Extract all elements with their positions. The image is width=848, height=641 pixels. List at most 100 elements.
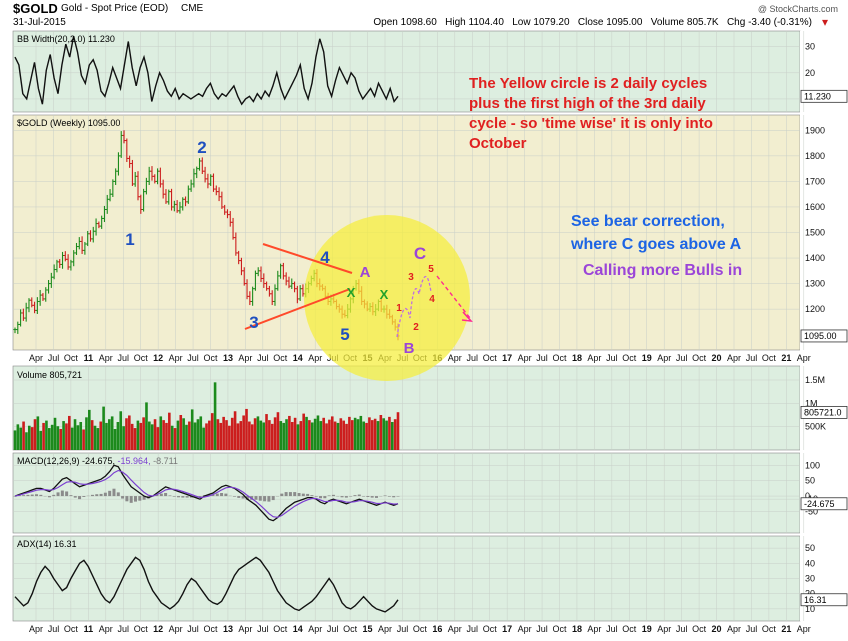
volume-bar xyxy=(317,415,320,450)
volume-bar xyxy=(157,427,160,450)
note-yellow-circle-line: cycle - so 'time wise' it is only into xyxy=(469,115,713,132)
volume-bar xyxy=(262,422,265,450)
x-tick-price: Apr xyxy=(169,353,183,363)
volume-bar xyxy=(171,426,174,450)
volume-bar xyxy=(314,419,317,450)
volume-bar xyxy=(82,429,85,450)
x-tick-price: Oct xyxy=(622,353,637,363)
volume-bar xyxy=(174,428,177,450)
volume-bar xyxy=(288,416,291,450)
last-value-price: 1095.00 xyxy=(804,331,837,341)
y-tick-price: 1900 xyxy=(805,125,825,135)
macd-histogram-bar xyxy=(323,496,326,498)
chart-date: 31-Jul-2015 xyxy=(13,17,66,28)
low-value: 1079.20 xyxy=(533,17,569,28)
x-tick-bottom: 16 xyxy=(432,624,442,634)
volume-bar xyxy=(222,417,225,450)
volume-bar xyxy=(265,414,268,450)
volume-bar xyxy=(251,424,254,450)
wave-label: C xyxy=(414,244,426,263)
x-tick-bottom: 21 xyxy=(781,624,791,634)
x-tick-bottom: Oct xyxy=(203,624,218,634)
x-tick-bottom: Jul xyxy=(187,624,199,634)
high-value: 1104.40 xyxy=(469,17,504,28)
volume-bar xyxy=(297,424,300,450)
volume-bar xyxy=(202,428,205,450)
x-tick-price: Oct xyxy=(552,353,567,363)
macd-histogram-bar xyxy=(220,493,223,496)
volume-bar xyxy=(260,421,263,450)
daily-cycle-label: 4 xyxy=(429,294,435,305)
x-tick-bottom: Oct xyxy=(692,624,707,634)
macd-histogram-bar xyxy=(130,496,133,503)
volume-bar xyxy=(131,424,134,450)
macd-histogram-bar xyxy=(95,494,98,496)
macd-histogram-bar xyxy=(306,494,309,496)
volume-bar xyxy=(348,417,351,450)
macd-histogram-bar xyxy=(267,496,270,502)
x-tick-price: Apr xyxy=(308,353,322,363)
volume-bar xyxy=(128,415,131,450)
x-tick-bottom: Apr xyxy=(169,624,183,634)
macd-histogram-bar xyxy=(224,494,227,496)
x-tick-bottom: Jul xyxy=(466,624,478,634)
volume-bar xyxy=(28,426,31,450)
x-tick-price: Jul xyxy=(257,353,269,363)
volume-bar xyxy=(85,417,88,450)
symbol-label: $GOLD xyxy=(13,1,58,16)
macd-histogram-bar xyxy=(280,494,283,496)
volume-bar xyxy=(257,416,260,450)
right-axis-column xyxy=(800,31,848,621)
x-tick-bottom: Jul xyxy=(536,624,548,634)
y-tick-price: 1400 xyxy=(805,253,825,263)
note-yellow-circle-line: The Yellow circle is 2 daily cycles xyxy=(469,75,707,92)
x-tick-price: Apr xyxy=(518,353,532,363)
x-tick-price: Jul xyxy=(746,353,758,363)
volume-bar xyxy=(397,412,400,450)
close-value: 1095.00 xyxy=(606,17,642,28)
volume-bar xyxy=(145,402,148,450)
volume-bar xyxy=(362,422,365,450)
x-tick-bottom: 18 xyxy=(572,624,582,634)
x-tick-bottom: 13 xyxy=(223,624,233,634)
x-tick-price: Apr xyxy=(238,353,252,363)
volume-bar xyxy=(188,422,191,450)
volume-bar xyxy=(254,418,257,450)
x-tick-bottom: 17 xyxy=(502,624,512,634)
x-tick-bottom: 15 xyxy=(363,624,373,634)
x-tick-bottom: Oct xyxy=(762,624,777,634)
wave-label: 5 xyxy=(340,325,349,344)
x-tick-price: 13 xyxy=(223,353,233,363)
volume-bar xyxy=(365,423,368,450)
macd-histogram-bar xyxy=(52,495,55,496)
x-tick-price: Apr xyxy=(587,353,601,363)
macd-histogram-bar xyxy=(100,494,103,496)
macd-histogram-bar xyxy=(345,496,348,498)
y-tick-price: 1200 xyxy=(805,304,825,314)
macd-histogram-bar xyxy=(371,496,374,498)
y-tick-bb: 30 xyxy=(805,42,815,52)
x-tick-bottom: Jul xyxy=(257,624,269,634)
x-tick-price: Jul xyxy=(606,353,618,363)
volume-bar xyxy=(211,413,214,450)
macd-legend-hist: -8.711 xyxy=(153,456,178,466)
daily-cycle-label: 3 xyxy=(408,272,414,283)
volume-bar xyxy=(271,424,274,450)
volume-bar xyxy=(291,422,294,450)
x-tick-bottom: Apr xyxy=(657,624,671,634)
x-tick-bottom: Oct xyxy=(483,624,498,634)
y-tick-price: 1500 xyxy=(805,228,825,238)
x-tick-bottom: Oct xyxy=(273,624,288,634)
wave-label: X xyxy=(347,285,356,300)
volume-bar xyxy=(231,418,234,450)
volume-bar xyxy=(19,428,22,450)
daily-cycle-label: 5 xyxy=(428,264,434,275)
macd-histogram-bar xyxy=(138,496,141,501)
volume-bar xyxy=(237,423,240,450)
macd-histogram-bar xyxy=(186,496,189,498)
volume-bar xyxy=(294,418,297,450)
volume-bar xyxy=(242,415,245,450)
wave-label: A xyxy=(360,264,371,281)
macd-histogram-bar xyxy=(302,494,305,496)
